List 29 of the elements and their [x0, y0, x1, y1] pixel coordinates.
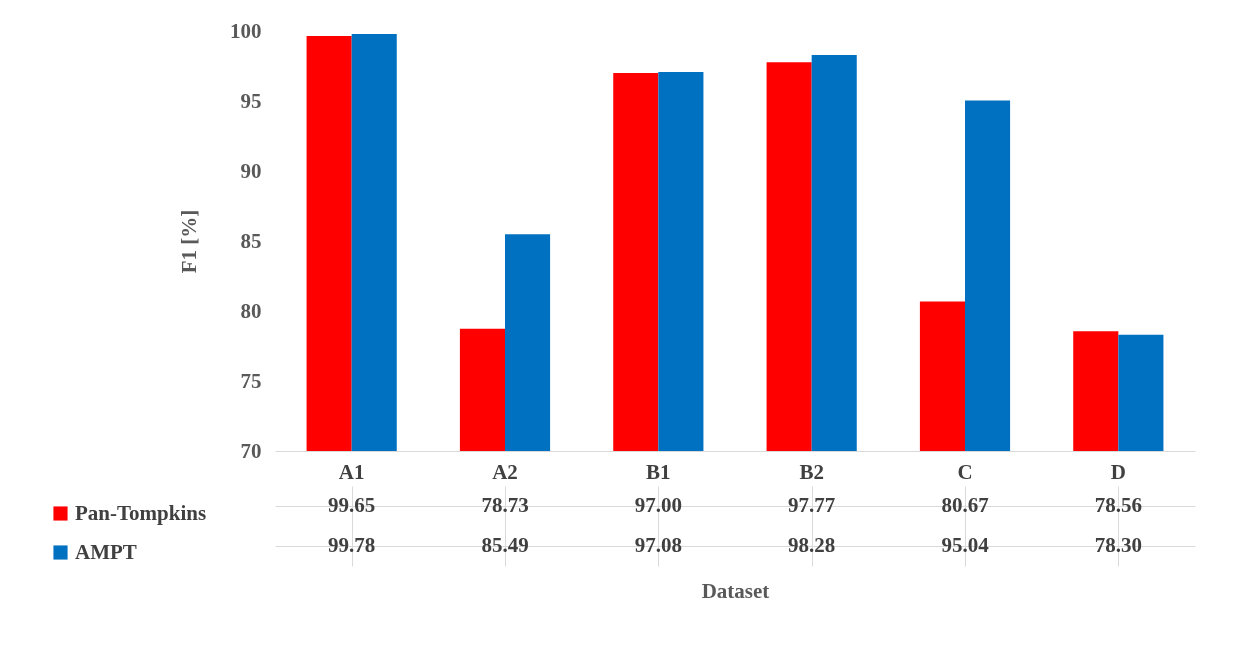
data-label: 98.28 [788, 533, 836, 557]
data-label: 97.77 [788, 493, 836, 517]
data-label: 99.65 [328, 493, 376, 517]
x-axis-title: Dataset [701, 578, 770, 603]
y-tick-label: 90 [240, 158, 262, 183]
data-label: 85.49 [481, 533, 529, 557]
x-tick-label: A2 [492, 459, 518, 484]
y-tick-label: 100 [230, 18, 262, 43]
data-label: 97.00 [634, 493, 682, 517]
x-tick-label: C [957, 459, 973, 484]
x-tick-label: A1 [338, 459, 365, 484]
legend-label: Pan-Tompkins [75, 500, 207, 525]
data-label: 78.30 [1094, 533, 1142, 557]
data-label: 95.04 [941, 533, 990, 557]
data-label: 80.67 [941, 493, 989, 517]
y-axis-title: F1 [%] [177, 209, 201, 274]
x-tick-label: B1 [646, 459, 671, 484]
data-label: 99.78 [328, 533, 376, 557]
data-label: 97.08 [634, 533, 682, 557]
legend-label: AMPT [75, 539, 137, 564]
y-tick-label: 85 [240, 228, 262, 253]
y-tick-label: 70 [240, 438, 262, 463]
y-tick-label: 95 [240, 88, 262, 113]
y-tick-label: 75 [240, 368, 262, 393]
x-tick-label: D [1110, 459, 1126, 484]
y-tick-label: 80 [240, 298, 262, 323]
data-label: 78.73 [481, 493, 529, 517]
data-label: 78.56 [1094, 493, 1142, 517]
x-tick-label: B2 [799, 459, 824, 484]
